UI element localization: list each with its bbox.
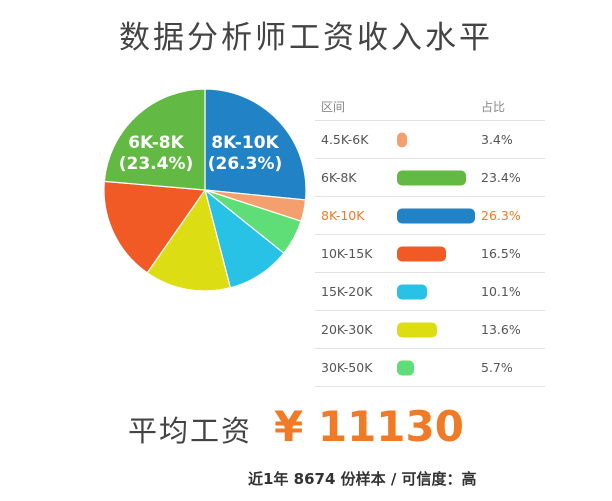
legend-row: 6K-8K 23.4% — [315, 159, 545, 197]
pie-label-8k-10k: 8K-10K (26.3%) — [205, 133, 285, 175]
legend-bar — [397, 208, 475, 223]
legend-range-label: 20K-30K — [321, 322, 373, 337]
pie-label-8k-10k-value: (26.3%) — [207, 154, 283, 174]
legend-row: 4.5K-6K 3.4% — [315, 121, 545, 159]
legend-row: 30K-50K 5.7% — [315, 349, 545, 387]
header-range: 区间 — [321, 99, 346, 114]
legend-row: 20K-30K 13.6% — [315, 311, 545, 349]
legend-bar — [397, 246, 446, 261]
legend-range-label: 8K-10K — [321, 208, 365, 223]
pie-label-6k-8k: 6K-8K (23.4%) — [118, 133, 194, 175]
legend-table: 区间 占比 4.5K-6K 3.4% 6K-8K 23.4% 8K-10K 26.3% 10… — [315, 92, 545, 387]
legend-range-label: 15K-20K — [321, 284, 373, 299]
legend-bar — [397, 322, 438, 337]
pie-label-6k-8k-name: 6K-8K — [128, 133, 184, 153]
pie-slice-20k-30k — [146, 188, 232, 292]
legend-share-value: 13.6% — [481, 322, 521, 337]
legend-bar — [397, 360, 414, 375]
legend-bar — [397, 132, 408, 147]
sample-footnote: 近1年 8674 份样本 / 可信度：高 — [248, 470, 477, 488]
chart-title: 数据分析师工资收入水平 — [119, 20, 493, 56]
legend-range-label: 6K-8K — [321, 170, 357, 185]
average-salary-label: 平均工资 — [128, 414, 253, 448]
legend-row: 10K-15K 16.5% — [315, 235, 545, 273]
average-salary-value: ¥ 11130 — [274, 402, 464, 451]
pie-slice-6k-8k — [103, 88, 206, 191]
legend-row: 15K-20K 10.1% — [315, 273, 545, 311]
legend-range-label: 4.5K-6K — [321, 132, 369, 147]
legend-bar — [397, 284, 427, 299]
pie-slice-8k-10k — [204, 88, 307, 201]
legend-share-value: 23.4% — [481, 170, 521, 185]
legend-bar — [397, 170, 467, 185]
legend-table-header: 区间 占比 — [315, 92, 545, 121]
pie-slice-10k-15k — [103, 180, 207, 274]
legend-share-value: 5.7% — [481, 360, 513, 375]
legend-rows: 4.5K-6K 3.4% 6K-8K 23.4% 8K-10K 26.3% 10K-15K 1… — [315, 121, 545, 387]
legend-range-label: 10K-15K — [321, 246, 373, 261]
pie-label-8k-10k-name: 8K-10K — [211, 133, 279, 153]
pie-chart: 6K-8K (23.4%) 8K-10K (26.3%) — [102, 85, 308, 295]
average-salary: 平均工资 ¥ 11130 — [128, 402, 464, 451]
pie-svg — [103, 88, 307, 292]
pie-label-6k-8k-value: (23.4%) — [118, 154, 194, 174]
legend-range-label: 30K-50K — [321, 360, 373, 375]
header-share: 占比 — [481, 99, 506, 114]
legend-share-value: 3.4% — [481, 132, 513, 147]
legend-share-value: 26.3% — [481, 208, 521, 223]
legend-share-value: 10.1% — [481, 284, 521, 299]
legend-share-value: 16.5% — [481, 246, 521, 261]
legend-row: 8K-10K 26.3% — [315, 197, 545, 235]
